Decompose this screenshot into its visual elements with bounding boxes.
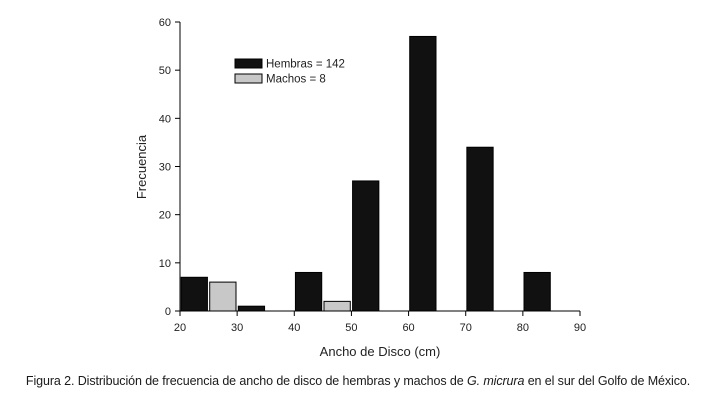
bar-machos-20	[209, 281, 237, 312]
y-tick-label-10: 10	[159, 258, 171, 270]
y-tick-label-40: 40	[159, 113, 171, 125]
figure-caption: Figura 2. Distribución de frecuencia de …	[0, 374, 716, 388]
caption-suffix: en el sur del Golfo de México.	[524, 374, 691, 388]
histogram-chart: 20 30 40 50 60 70 80 90 0 10 20 30 40 50 60 Hembras = …	[134, 17, 586, 359]
x-tick-label-60: 60	[402, 322, 414, 334]
y-tick-label-0: 0	[165, 306, 171, 318]
y-tick-label-60: 60	[159, 17, 171, 29]
x-tick-label-40: 40	[288, 322, 300, 334]
x-tick-label-70: 70	[460, 322, 472, 334]
bar-machos-40	[323, 300, 351, 312]
bar-hembras-30	[237, 305, 266, 312]
legend-swatch-hembras	[234, 58, 263, 69]
bar-hembras-60	[409, 35, 437, 312]
x-tick-label-50: 50	[345, 322, 357, 334]
axes-layer: 20 30 40 50 60 70 80 90 0 10 20 30 40 50 60	[159, 17, 586, 334]
y-axis-title: Frecuencia	[134, 134, 149, 199]
bar-hembras-70	[466, 146, 494, 312]
x-axis-title: Ancho de Disco (cm)	[320, 344, 441, 359]
x-tick-label-20: 20	[174, 322, 186, 334]
caption-prefix: Figura 2. Distribución de frecuencia de …	[25, 374, 467, 388]
bar-hembras-40	[294, 271, 323, 312]
legend: Hembras = 142 Machos = 8	[234, 58, 345, 86]
bar-hembras-50	[352, 180, 380, 312]
x-tick-label-90: 90	[574, 322, 586, 334]
x-tick-label-30: 30	[231, 322, 243, 334]
bar-hembras-80	[523, 271, 551, 312]
y-tick-label-30: 30	[159, 162, 171, 174]
x-tick-label-80: 80	[517, 322, 529, 334]
legend-label-machos: Machos = 8	[266, 74, 326, 86]
legend-swatch-machos	[234, 73, 263, 84]
legend-label-hembras: Hembras = 142	[266, 59, 345, 71]
y-tick-label-50: 50	[159, 65, 171, 77]
bar-hembras-20	[180, 276, 208, 312]
bars-layer	[180, 35, 551, 312]
caption-species: G. micrura	[466, 374, 525, 388]
y-tick-label-20: 20	[159, 210, 171, 222]
